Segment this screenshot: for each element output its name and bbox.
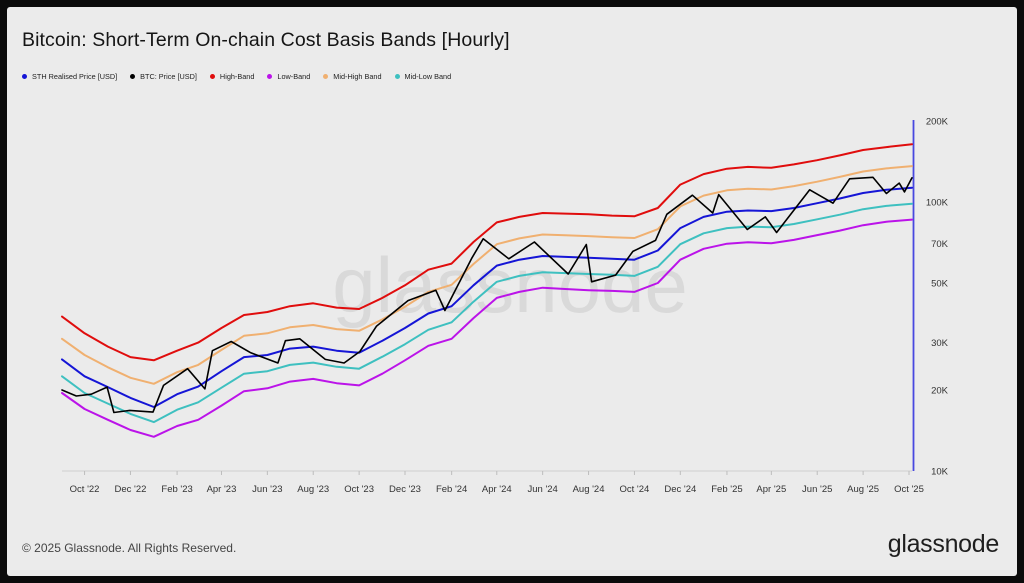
x-tick-label: Feb '25 bbox=[711, 484, 742, 495]
x-tick-label: Jun '25 bbox=[802, 484, 832, 495]
legend-dot-icon bbox=[323, 73, 329, 79]
legend-dot-icon bbox=[130, 73, 136, 79]
y-tick-label: 20K bbox=[931, 386, 949, 397]
legend-label: High-Band bbox=[219, 71, 255, 81]
legend-item-high-band[interactable]: High-Band bbox=[209, 71, 255, 81]
legend-label: Mid-Low Band bbox=[404, 71, 452, 81]
chart-title: Bitcoin: Short-Term On-chain Cost Basis … bbox=[22, 29, 510, 51]
legend-item-mid-low-band[interactable]: Mid-Low Band bbox=[394, 71, 452, 81]
x-tick-label: Oct '22 bbox=[70, 484, 100, 495]
legend-label: Low-Band bbox=[277, 71, 311, 81]
legend-item-low-band[interactable]: Low-Band bbox=[267, 72, 310, 81]
brand-logo[interactable]: glassnode bbox=[887, 530, 1000, 558]
x-tick-label: Aug '23 bbox=[297, 484, 329, 495]
x-tick-label: Aug '25 bbox=[847, 484, 879, 495]
series-line-high-band[interactable] bbox=[61, 143, 913, 362]
legend-item-sth-realised-price[interactable]: STH Realised Price [USD] bbox=[22, 72, 117, 81]
x-tick-label: Jun '23 bbox=[252, 484, 282, 495]
x-tick-labels: Oct '22 Dec '22 Feb '23 Apr '23 Jun '23 Aug '… bbox=[70, 471, 924, 495]
chart-card bbox=[7, 7, 1017, 576]
y-tick-labels: 200K 100K 70K 50K 30K 20K 10K bbox=[926, 117, 949, 478]
x-tick-label: Dec '23 bbox=[389, 484, 421, 495]
series-layer bbox=[61, 143, 913, 438]
y-tick-label: 10K bbox=[931, 467, 949, 478]
x-tick-label: Feb '23 bbox=[161, 484, 192, 495]
y-tick-label: 70K bbox=[931, 239, 949, 250]
legend-dot-icon bbox=[394, 73, 400, 79]
watermark-text: glassnode bbox=[332, 241, 688, 329]
series-line-low-band[interactable] bbox=[61, 218, 913, 438]
x-tick-label: Dec '22 bbox=[114, 484, 146, 495]
y-tick-label: 30K bbox=[931, 338, 949, 349]
legend-item-btc-price[interactable]: BTC: Price [USD] bbox=[130, 72, 197, 81]
series-line-sth-realised-price-usd[interactable] bbox=[61, 186, 913, 408]
x-tick-label: Apr '24 bbox=[482, 484, 512, 495]
series-line-mid-low-band[interactable] bbox=[61, 202, 913, 424]
series-line-mid-high-band[interactable] bbox=[61, 165, 913, 385]
y-tick-label: 200K bbox=[926, 117, 949, 128]
chart-legend: STH Realised Price [USD] BTC: Price [USD… bbox=[22, 70, 464, 82]
legend-label: STH Realised Price [USD] bbox=[32, 71, 118, 81]
series-line-btc-price-usd[interactable] bbox=[61, 176, 913, 414]
y-tick-label: 100K bbox=[926, 197, 949, 208]
x-tick-label: Dec '24 bbox=[664, 484, 696, 495]
y-tick-label: 50K bbox=[931, 278, 949, 289]
legend-dot-icon bbox=[267, 73, 273, 79]
legend-label: BTC: Price [USD] bbox=[140, 71, 197, 81]
x-tick-label: Oct '24 bbox=[620, 484, 650, 495]
x-tick-label: Aug '24 bbox=[573, 484, 605, 495]
x-tick-label: Apr '23 bbox=[207, 484, 237, 495]
legend-dot-icon bbox=[209, 73, 215, 79]
legend-label: Mid-High Band bbox=[333, 71, 382, 81]
x-tick-label: Feb '24 bbox=[436, 484, 467, 495]
x-tick-label: Apr '25 bbox=[756, 484, 786, 495]
x-tick-label: Oct '23 bbox=[344, 484, 374, 495]
copyright-footer: © 2025 Glassnode. All Rights Reserved. bbox=[22, 541, 237, 555]
legend-dot-icon bbox=[22, 73, 27, 79]
x-tick-label: Jun '24 bbox=[527, 484, 557, 495]
x-tick-label: Oct '25 bbox=[894, 484, 924, 495]
legend-item-mid-high-band[interactable]: Mid-High Band bbox=[323, 71, 382, 81]
